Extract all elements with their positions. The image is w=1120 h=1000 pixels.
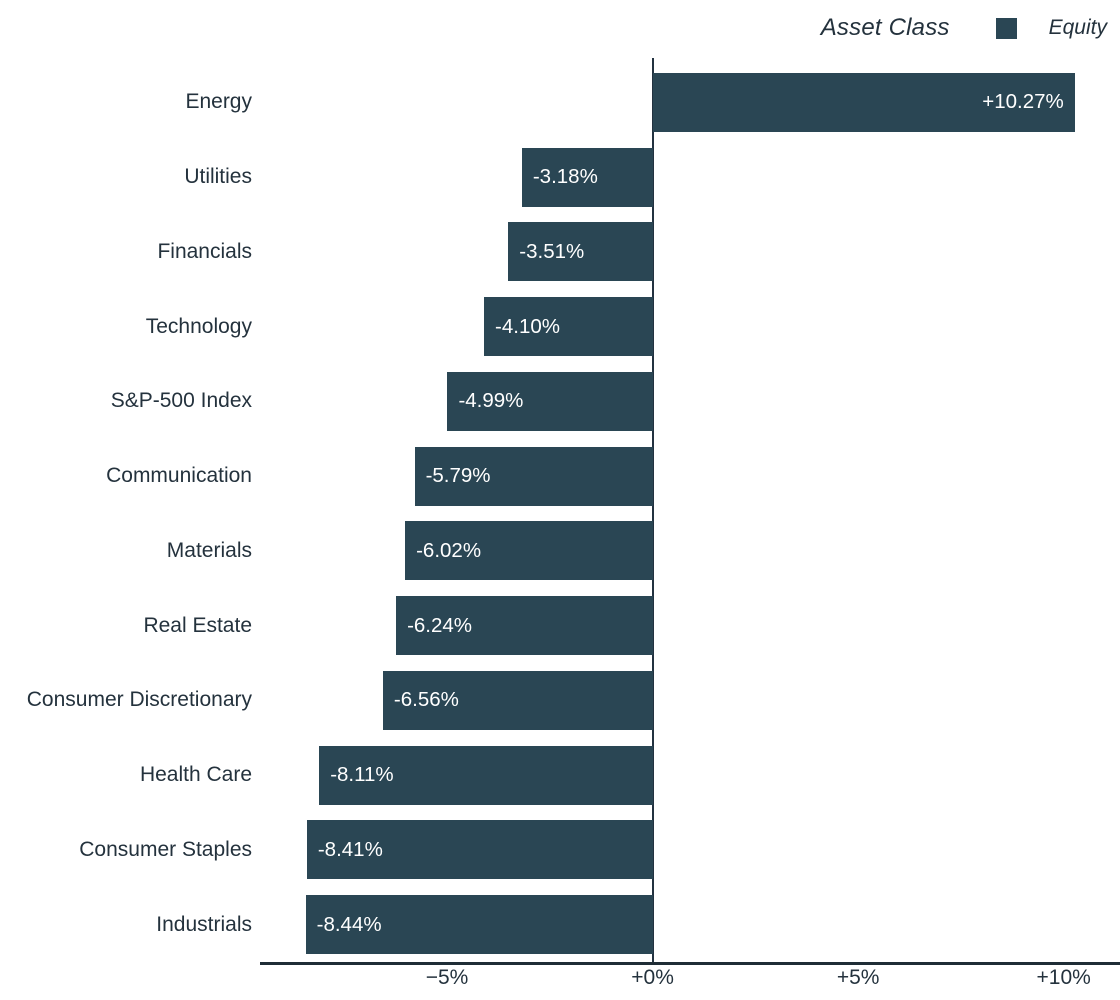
bar[interactable]: -4.10% bbox=[484, 297, 653, 357]
bar-value-label: -8.41% bbox=[317, 837, 383, 861]
bar-value-label: -3.18% bbox=[532, 165, 598, 189]
x-tick-label: +10% bbox=[1036, 966, 1091, 989]
category-label: Financials bbox=[157, 239, 252, 263]
bar-value-label: -6.24% bbox=[407, 613, 473, 637]
category-label: Consumer Discretionary bbox=[26, 688, 252, 712]
bar-value-label: -4.10% bbox=[495, 314, 560, 338]
category-label: Communication bbox=[106, 464, 252, 488]
bar[interactable]: -3.51% bbox=[508, 222, 653, 282]
bar-value-label: -3.51% bbox=[519, 239, 585, 263]
x-axis-zero-line bbox=[651, 58, 654, 962]
x-tick-label: +5% bbox=[836, 966, 880, 989]
bar-value-label: +10.27% bbox=[982, 90, 1064, 114]
bar[interactable]: -6.56% bbox=[382, 670, 653, 730]
bar[interactable]: -8.41% bbox=[306, 820, 653, 880]
bar-value-label: -8.44% bbox=[316, 912, 382, 936]
bar[interactable]: -4.99% bbox=[447, 371, 653, 431]
bar[interactable]: -8.11% bbox=[319, 745, 653, 805]
category-label: Industrials bbox=[156, 912, 252, 936]
bar-value-label: -6.56% bbox=[393, 688, 459, 712]
legend-item-equity[interactable]: Equity bbox=[1048, 16, 1107, 39]
bar[interactable]: -8.44% bbox=[305, 895, 653, 955]
bar[interactable]: +10.27% bbox=[652, 72, 1075, 132]
bar[interactable]: -3.18% bbox=[521, 147, 653, 207]
category-label: Consumer Staples bbox=[79, 837, 252, 861]
bar[interactable]: -5.79% bbox=[414, 446, 653, 506]
x-tick-label: +0% bbox=[631, 966, 674, 989]
bar[interactable]: -6.24% bbox=[396, 596, 653, 656]
category-label: Technology bbox=[145, 314, 252, 338]
bar-value-label: -8.11% bbox=[330, 763, 394, 787]
x-axis-line bbox=[260, 962, 1120, 965]
category-label: Energy bbox=[185, 90, 252, 114]
legend-title: Asset Class bbox=[820, 14, 950, 41]
category-label: Real Estate bbox=[143, 613, 252, 637]
category-label: Materials bbox=[166, 538, 252, 562]
category-label: S&P-500 Index bbox=[110, 389, 252, 413]
bar-value-label: -4.99% bbox=[458, 389, 524, 413]
category-label: Health Care bbox=[139, 763, 252, 787]
bar-value-label: -5.79% bbox=[425, 464, 491, 488]
category-label: Utilities bbox=[184, 165, 252, 189]
legend: Asset Class Equity bbox=[821, 13, 1107, 43]
x-tick-label: −5% bbox=[425, 966, 469, 989]
bar-value-label: -6.02% bbox=[416, 538, 482, 562]
bar[interactable]: -6.02% bbox=[405, 521, 653, 581]
legend-swatch-equity[interactable] bbox=[995, 17, 1017, 39]
